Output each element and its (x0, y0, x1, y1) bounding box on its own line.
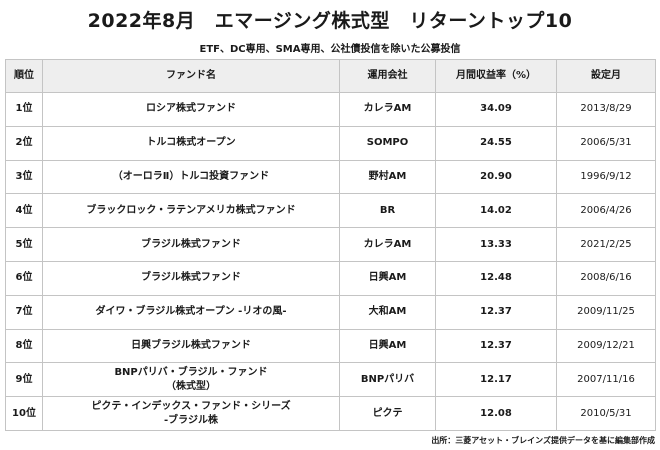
header-monthly-return: 月間収益率（%） (435, 59, 557, 93)
return-cell: 12.08 (435, 396, 557, 431)
company-cell: ピクテ (339, 396, 436, 431)
company-cell: SOMPO (339, 125, 436, 161)
fund-name-cell: BNPパリバ・ブラジル・ファンド （株式型） (42, 362, 340, 398)
table-row: 5位 ブラジル株式ファンド カレラAM 13.33 2021/2/25 (5, 227, 656, 262)
page-title: 2022年8月 エマージング株式型 リターントップ10 (87, 10, 573, 32)
table-row: 10位 ピクテ・インデックス・ファンド・シリーズ -ブラジル株 ピクテ 12.08… (5, 396, 656, 431)
company-cell: 野村AM (339, 159, 436, 195)
company-cell: BNPパリバ (339, 362, 436, 398)
table-row: 2位 トルコ株式オープン SOMPO 24.55 2006/5/31 (5, 125, 656, 161)
fund-name-cell: ロシア株式ファンド (42, 92, 340, 127)
fund-name-cell: ピクテ・インデックス・ファンド・シリーズ -ブラジル株 (42, 396, 340, 431)
return-cell: 14.02 (435, 193, 557, 229)
company-cell: カレラAM (339, 227, 436, 262)
date-cell: 2013/8/29 (556, 92, 656, 127)
fund-name-cell: ブラジル株式ファンド (42, 260, 340, 296)
date-cell: 2008/6/16 (556, 260, 656, 296)
fund-name-cell: ダイワ・ブラジル株式オープン -リオの風- (42, 294, 340, 330)
header-fund-name: ファンド名 (42, 59, 340, 93)
date-cell: 2009/12/21 (556, 328, 656, 364)
fund-name-line-1: ピクテ・インデックス・ファンド・シリーズ (91, 400, 291, 412)
return-cell: 12.37 (435, 294, 557, 330)
fund-name-cell: （オーロラⅡ）トルコ投資ファンド (42, 159, 340, 195)
company-cell: カレラAM (339, 92, 436, 127)
date-cell: 1996/9/12 (556, 159, 656, 195)
date-cell: 2010/5/31 (556, 396, 656, 431)
date-cell: 2007/11/16 (556, 362, 656, 398)
header-rank: 順位 (5, 59, 43, 93)
page-subtitle: ETF、DC専用、SMA専用、公社債投信を除いた公募投信 (199, 44, 461, 55)
rank-cell: 8位 (5, 328, 43, 364)
rank-cell: 3位 (5, 159, 43, 195)
return-cell: 12.48 (435, 260, 557, 296)
table-row: 1位 ロシア株式ファンド カレラAM 34.09 2013/8/29 (5, 92, 656, 127)
return-cell: 12.17 (435, 362, 557, 398)
header-inception-date: 設定月 (556, 59, 656, 93)
table-header-row: 順位 ファンド名 運用会社 月間収益率（%） 設定月 (5, 59, 656, 93)
date-cell: 2021/2/25 (556, 227, 656, 262)
company-cell: 日興AM (339, 328, 436, 364)
company-cell: 大和AM (339, 294, 436, 330)
rank-cell: 7位 (5, 294, 43, 330)
fund-name-line-2: -ブラジル株 (164, 414, 218, 426)
table-row: 3位 （オーロラⅡ）トルコ投資ファンド 野村AM 20.90 1996/9/12 (5, 159, 656, 195)
return-cell: 24.55 (435, 125, 557, 161)
rank-cell: 9位 (5, 362, 43, 398)
ranking-table: 順位 ファンド名 運用会社 月間収益率（%） 設定月 1位 ロシア株式ファンド … (5, 59, 656, 431)
fund-name-cell: トルコ株式オープン (42, 125, 340, 161)
return-cell: 12.37 (435, 328, 557, 364)
company-cell: 日興AM (339, 260, 436, 296)
date-cell: 2006/4/26 (556, 193, 656, 229)
table-row: 9位 BNPパリバ・ブラジル・ファンド （株式型） BNPパリバ 12.17 20… (5, 362, 656, 398)
date-cell: 2006/5/31 (556, 125, 656, 161)
return-cell: 20.90 (435, 159, 557, 195)
source-note: 出所：三菱アセット・ブレインズ提供データを基に編集部作成 (431, 436, 655, 445)
date-cell: 2009/11/25 (556, 294, 656, 330)
table-row: 4位 ブラックロック・ラテンアメリカ株式ファンド BR 14.02 2006/4… (5, 193, 656, 229)
rank-cell: 2位 (5, 125, 43, 161)
company-cell: BR (339, 193, 436, 229)
header-company: 運用会社 (339, 59, 436, 93)
rank-cell: 5位 (5, 227, 43, 262)
return-cell: 13.33 (435, 227, 557, 262)
fund-name-cell: ブラックロック・ラテンアメリカ株式ファンド (42, 193, 340, 229)
rank-cell: 6位 (5, 260, 43, 296)
table-row: 8位 日興ブラジル株式ファンド 日興AM 12.37 2009/12/21 (5, 328, 656, 364)
rank-cell: 4位 (5, 193, 43, 229)
table-row: 7位 ダイワ・ブラジル株式オープン -リオの風- 大和AM 12.37 2009… (5, 294, 656, 330)
table-row: 6位 ブラジル株式ファンド 日興AM 12.48 2008/6/16 (5, 260, 656, 296)
return-cell: 34.09 (435, 92, 557, 127)
fund-name-line-1: BNPパリバ・ブラジル・ファンド (114, 366, 268, 378)
rank-cell: 10位 (5, 396, 43, 431)
fund-name-cell: 日興ブラジル株式ファンド (42, 328, 340, 364)
fund-name-line-2: （株式型） (166, 380, 216, 392)
fund-name-cell: ブラジル株式ファンド (42, 227, 340, 262)
rank-cell: 1位 (5, 92, 43, 127)
